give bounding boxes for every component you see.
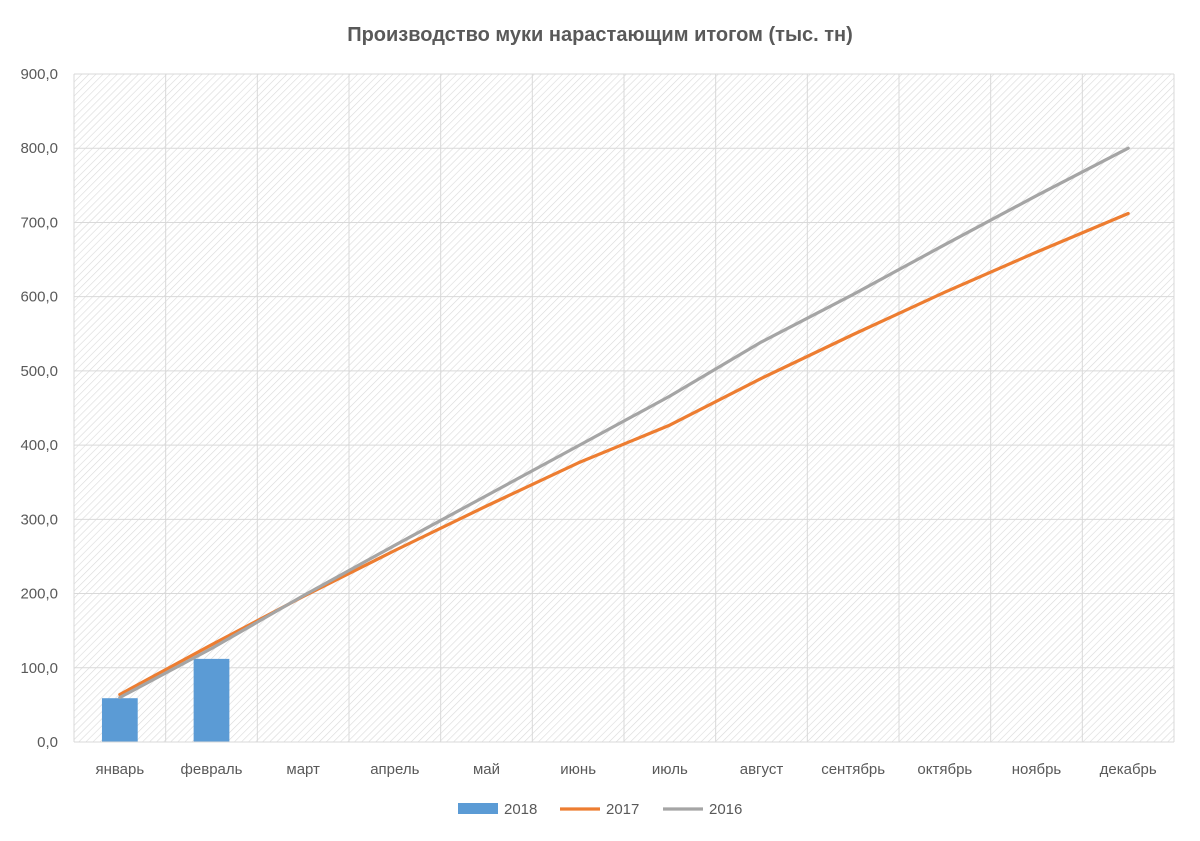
y-tick-label: 0,0 bbox=[37, 734, 58, 751]
x-tick-label: декабрь bbox=[1100, 761, 1157, 778]
bar-2018 bbox=[101, 698, 138, 742]
y-tick-label: 100,0 bbox=[20, 660, 58, 677]
x-tick-label: ноябрь bbox=[1012, 761, 1062, 778]
y-tick-label: 400,0 bbox=[20, 437, 58, 454]
x-tick-label: октябрь bbox=[917, 761, 972, 778]
x-tick-label: июнь bbox=[560, 761, 596, 778]
chart-title: Производство муки нарастающим итогом (ты… bbox=[347, 24, 853, 46]
legend-item-2018: 2018 bbox=[458, 801, 537, 818]
x-tick-label: июль bbox=[652, 761, 688, 778]
y-tick-label: 600,0 bbox=[20, 289, 58, 306]
y-tick-label: 900,0 bbox=[20, 66, 58, 83]
legend-label: 2017 bbox=[606, 801, 639, 818]
x-tick-label: август bbox=[740, 761, 784, 778]
x-tick-label: апрель bbox=[370, 761, 419, 778]
y-tick-label: 300,0 bbox=[20, 511, 58, 528]
legend-label: 2016 bbox=[709, 801, 742, 818]
legend-label: 2018 bbox=[504, 801, 537, 818]
bar-2018 bbox=[193, 658, 230, 742]
x-tick-label: май bbox=[473, 761, 500, 778]
y-tick-label: 200,0 bbox=[20, 586, 58, 603]
bar-series bbox=[101, 658, 230, 742]
legend-item-2017: 2017 bbox=[560, 801, 639, 818]
x-axis-ticks: январь февраль март апрель май июнь июль август… bbox=[95, 761, 1156, 778]
y-tick-label: 700,0 bbox=[20, 214, 58, 231]
series-line-2016 bbox=[118, 146, 1130, 700]
y-axis-ticks: 0,0 100,0 200,0 300,0 400,0 500,0 600,0 700,0 80… bbox=[20, 66, 58, 751]
legend: 2018 2017 2016 bbox=[458, 801, 742, 818]
y-tick-label: 500,0 bbox=[20, 363, 58, 380]
x-tick-label: март bbox=[286, 761, 320, 778]
legend-item-2016: 2016 bbox=[663, 801, 742, 818]
gridlines bbox=[73, 73, 1175, 742]
legend-swatch bbox=[458, 803, 498, 814]
y-tick-label: 800,0 bbox=[20, 140, 58, 157]
line-series bbox=[118, 146, 1130, 700]
x-tick-label: сентябрь bbox=[821, 761, 885, 778]
x-tick-label: февраль bbox=[181, 761, 243, 778]
x-tick-label: январь bbox=[95, 761, 144, 778]
